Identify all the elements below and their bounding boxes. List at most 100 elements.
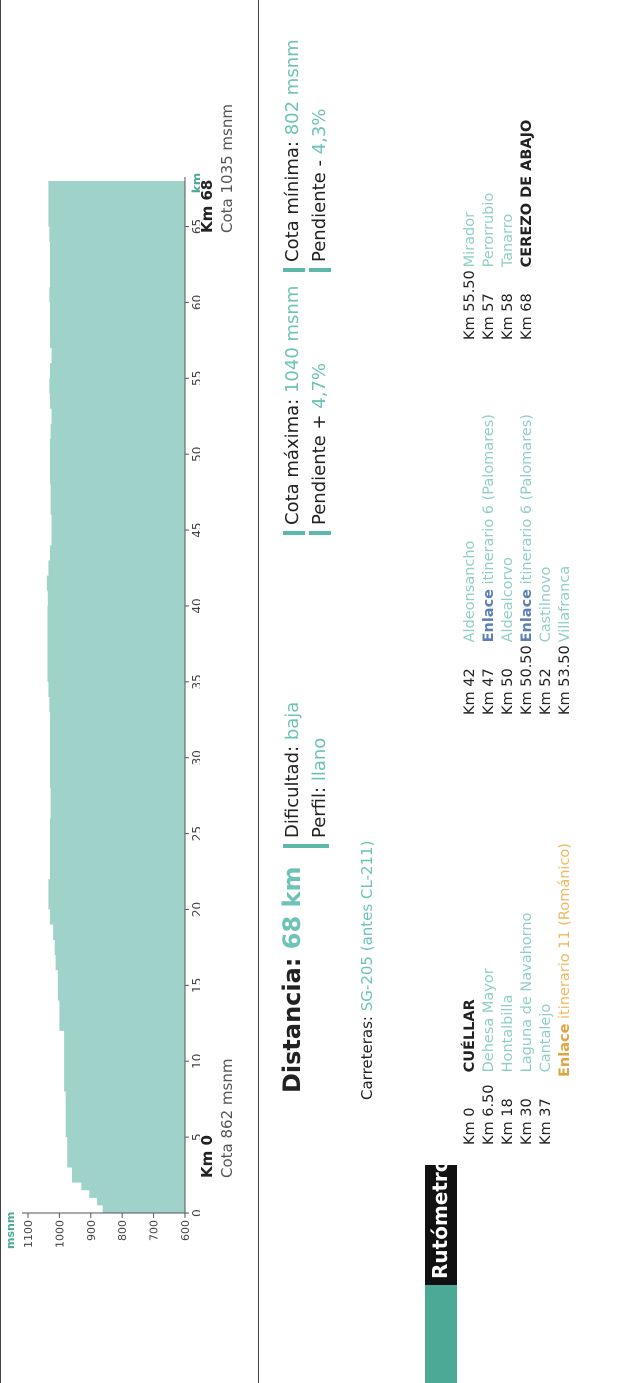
route-km: Km 42	[462, 668, 478, 715]
route-km: Km 50	[500, 668, 516, 715]
route-km: Km 18	[500, 1098, 516, 1145]
route-row-link: Enlace itinerario 11 (Románico)	[557, 843, 573, 1077]
cota-max: Cota máxima: 1040 msnm	[282, 286, 304, 525]
route-link-text: itinerario 6 (Palomares)	[519, 414, 535, 585]
y-axis-label: msnm	[4, 1212, 17, 1249]
route-km: Km 68	[519, 293, 535, 340]
route-row: Km 55.50 Mirador	[462, 212, 478, 340]
route-place: Aldeonsancho	[462, 540, 478, 643]
route-place: Mirador	[462, 211, 478, 268]
difficulty-label: Dificultad:	[282, 745, 303, 838]
difficulty-value: baja	[282, 701, 303, 741]
route-row: Km 6.50 Dehesa Mayor	[481, 968, 497, 1145]
cota-min-label: Cota mínima:	[282, 141, 303, 262]
pendiente-pos-value: 4,7%	[309, 362, 330, 409]
route-row: Km 58 Tanarro	[500, 214, 516, 340]
y-tick-label: 1100	[22, 1220, 35, 1248]
pendiente-pos-bar	[309, 531, 331, 535]
cota-min-value: 802 msnm	[282, 39, 303, 136]
route-row: Km 0 CUÉLLAR	[462, 999, 478, 1145]
route-row: Km 47 Enlace itinerario 6 (Palomares)	[481, 414, 497, 715]
carreteras-label: Carreteras:	[358, 1016, 376, 1100]
x-tick-label: 35	[190, 674, 200, 689]
route-km: Km 50.50	[519, 645, 535, 715]
carreteras: Carreteras: SG-205 (antes CL-211)	[358, 841, 376, 1100]
cota-max-label: Cota máxima:	[282, 398, 303, 525]
perfil: Perfil: llano	[309, 738, 331, 838]
route-place: CEREZO DE ABAJO	[519, 119, 535, 268]
route-place: Perorrubio	[481, 192, 497, 268]
route-km: Km 47	[481, 668, 497, 715]
cota-min: Cota mínima: 802 msnm	[282, 39, 304, 262]
cota-max-value: 1040 msnm	[282, 285, 303, 394]
route-km: Km 57	[481, 293, 497, 340]
elevation-area	[46, 181, 185, 1213]
end-km: Km 68	[198, 179, 216, 233]
difficulty-bar	[283, 844, 329, 848]
route-row: Km 42 Aldeonsancho	[462, 541, 478, 715]
x-axis-label: km	[190, 173, 200, 193]
pendiente-neg-label: Pendiente -	[309, 160, 330, 262]
route-row: Km 50.50 Enlace itinerario 6 (Palomares)	[519, 414, 535, 715]
route-place: Cantalejo	[538, 1003, 554, 1073]
start-cota: Cota 862 msnm	[218, 1058, 236, 1178]
pendiente-neg-value: 4,3%	[309, 108, 330, 155]
cota-min-bar	[283, 268, 305, 272]
x-tick-label: 40	[190, 598, 200, 613]
route-place: CUÉLLAR	[462, 999, 478, 1073]
pendiente-neg-bar	[309, 268, 331, 272]
distance-value: 68 km	[278, 866, 306, 950]
x-tick-label: 20	[190, 902, 200, 917]
distance-label: Distancia:	[278, 957, 306, 1093]
route-row: Km 53.50 Villafranca	[557, 566, 573, 715]
route-place: Castilnovo	[538, 566, 554, 643]
route-row: Km 30 Laguna de Navahorno	[519, 913, 535, 1145]
route-row: Km 57 Perorrubio	[481, 193, 497, 340]
y-tick-label: 1000	[53, 1220, 66, 1248]
elevation-chart: 600 700 800 900 1000 1100 0 5 10 15 20 25 30 35 40 45 50…	[4, 173, 200, 1249]
x-tick-label: 25	[190, 826, 200, 841]
x-tick-label: 60	[190, 295, 200, 310]
rutometro-title: Rutómetro	[428, 1158, 452, 1279]
y-tick-label: 600	[179, 1220, 192, 1241]
x-tick-label: 10	[190, 1054, 200, 1069]
route-place: Villafranca	[557, 565, 573, 643]
x-tick-label: 65	[190, 219, 200, 234]
route-place: Dehesa Mayor	[481, 968, 497, 1073]
y-tick-label: 700	[148, 1220, 161, 1241]
carreteras-value: SG-205 (antes CL-211)	[358, 840, 376, 1012]
top-rule	[0, 0, 1, 1383]
rutometro-header: Rutómetro	[425, 1083, 457, 1383]
bottom-rule	[258, 0, 259, 1383]
route-row: Km 52 Castilnovo	[538, 567, 554, 715]
route-place: Tanarro	[500, 213, 516, 268]
route-km: Km 55.50	[462, 270, 478, 340]
route-km: Km 53.50	[557, 645, 573, 715]
route-link-prefix: Enlace	[557, 1023, 573, 1077]
route-row: Km 50 Aldealcorvo	[500, 557, 516, 715]
route-place: Laguna de Navahorno	[519, 912, 535, 1073]
route-row: Km 68 CEREZO DE ABAJO	[519, 120, 535, 340]
route-place: Hontalbilla	[500, 994, 516, 1073]
x-tick-label: 50	[190, 447, 200, 462]
route-link-text: itinerario 6 (Palomares)	[481, 414, 497, 585]
x-tick-label: 5	[190, 1133, 200, 1141]
pendiente-neg: Pendiente - 4,3%	[309, 109, 331, 262]
x-tick-label: 15	[190, 978, 200, 993]
route-link-prefix: Enlace	[481, 588, 497, 643]
distance: Distancia: 68 km	[278, 866, 306, 1093]
perfil-value: llano	[309, 737, 330, 782]
perfil-label: Perfil:	[309, 786, 330, 838]
y-tick-label: 900	[85, 1220, 98, 1241]
route-km: Km 58	[500, 293, 516, 340]
start-km: Km 0	[198, 1135, 216, 1178]
route-place: Aldealcorvo	[500, 557, 516, 643]
route-link-text: itinerario 11 (Románico)	[557, 843, 573, 1019]
route-link-prefix: Enlace	[519, 588, 535, 643]
pendiente-pos: Pendiente + 4,7%	[309, 363, 331, 525]
x-tick-label: 55	[190, 371, 200, 386]
x-tick-label: 45	[190, 522, 200, 537]
end-cota: Cota 1035 msnm	[218, 104, 236, 233]
x-tick-label: 0	[190, 1209, 200, 1217]
